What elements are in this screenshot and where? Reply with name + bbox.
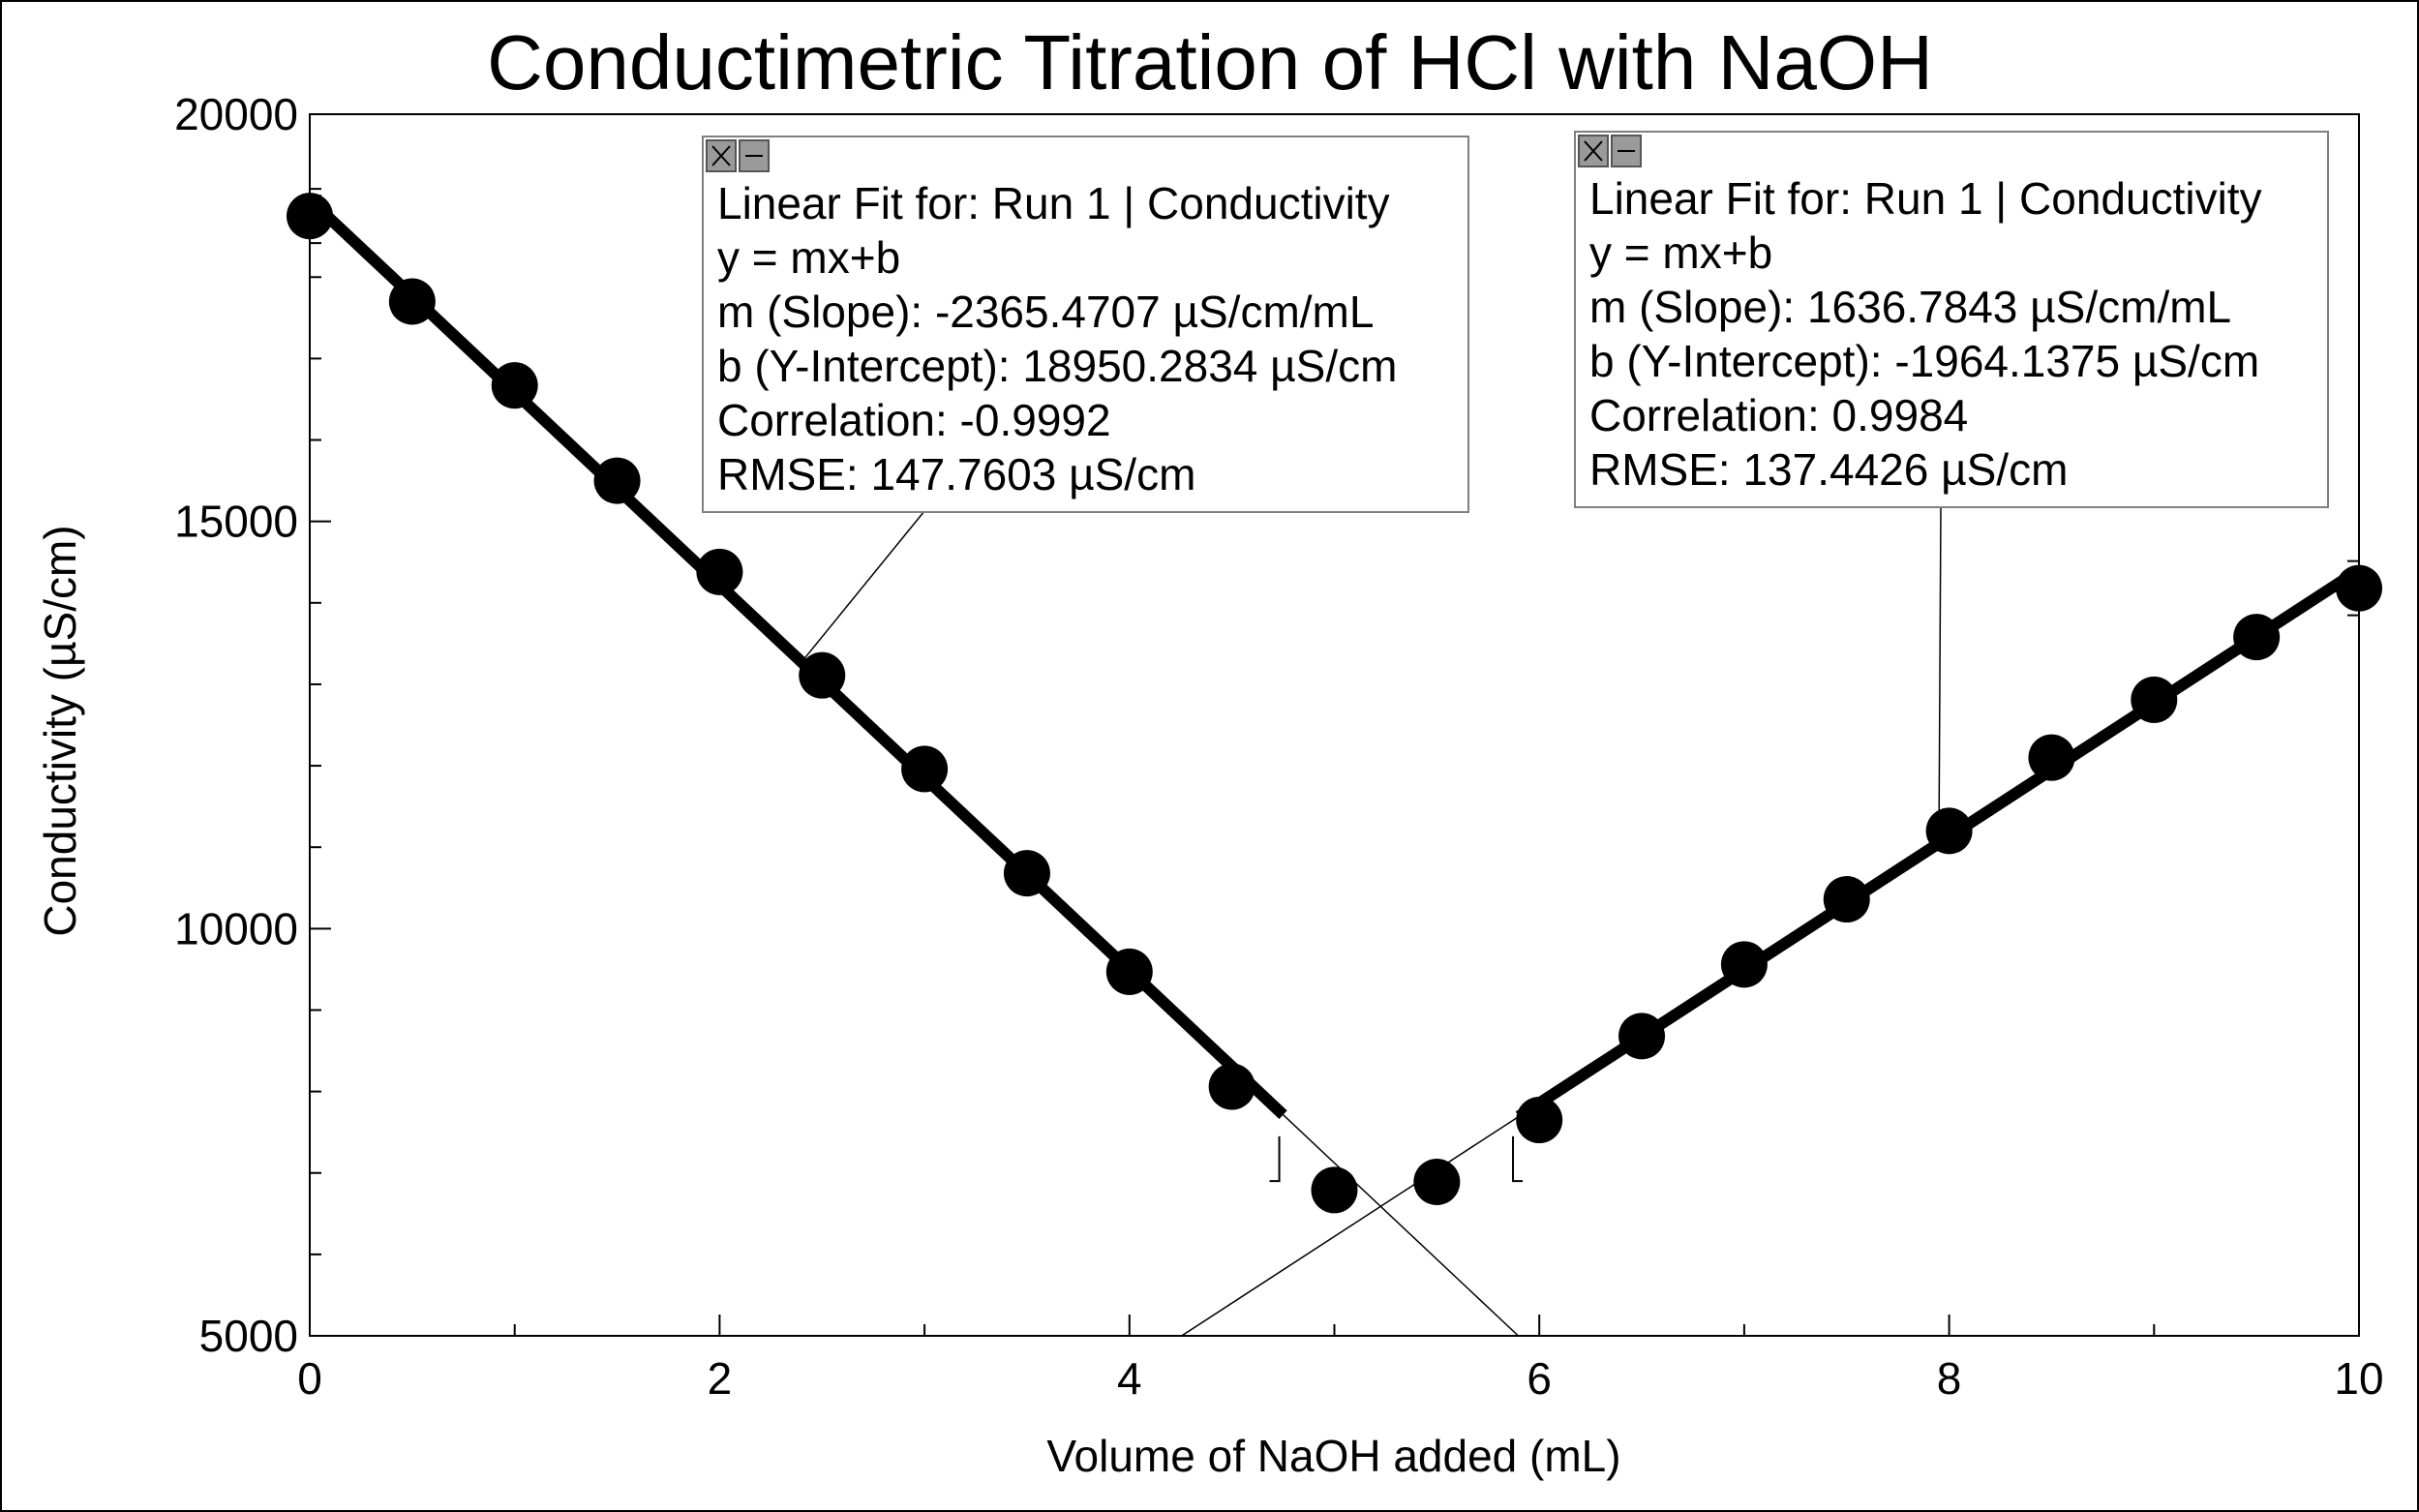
x-tick-label: 2 <box>708 1353 733 1404</box>
fit-intercept: b (Y-Intercept): -1964.1375 µS/cm <box>1589 336 2260 386</box>
error-bar <box>309 188 321 245</box>
fit-connector-2 <box>1938 505 1942 844</box>
fit-range-bracket-start <box>1512 1135 1524 1183</box>
data-point <box>2028 734 2075 781</box>
data-point <box>799 651 846 699</box>
data-point <box>1003 850 1050 897</box>
data-point <box>1925 807 1973 855</box>
data-point <box>696 548 743 595</box>
close-icon[interactable] <box>706 139 737 172</box>
chart-title: Conductimetric Titration of HCl with NaO… <box>487 19 1933 106</box>
minimize-icon[interactable] <box>739 139 770 172</box>
minimize-icon[interactable] <box>1611 135 1642 167</box>
data-point <box>1516 1097 1563 1144</box>
y-tick-label: 10000 <box>174 903 298 953</box>
y-tick-label: 15000 <box>174 497 298 547</box>
x-axis-label: Volume of NaOH added (mL) <box>1046 1431 1620 1481</box>
axis-ticks: 0 2 4 6 8 10 5000 10000 15000 20000 <box>174 89 2384 1404</box>
fit-connector-1 <box>801 510 925 663</box>
x-tick-label: 10 <box>2334 1353 2383 1404</box>
fit-slope: m (Slope): -2365.4707 µS/cm/mL <box>717 287 1375 337</box>
fit-rmse: RMSE: 137.4426 µS/cm <box>1589 444 2069 495</box>
data-point <box>1720 941 1768 988</box>
data-point <box>1413 1158 1461 1205</box>
y-tick-label: 5000 <box>199 1311 298 1361</box>
data-point <box>1823 876 1870 923</box>
fit-range-bracket-end <box>1269 1135 1281 1183</box>
fit-rmse: RMSE: 147.7603 µS/cm <box>717 449 1196 499</box>
fit-equation: y = mx+b <box>717 232 901 283</box>
fit-intercept: b (Y-Intercept): 18950.2834 µS/cm <box>717 341 1398 391</box>
fit-box-toolbar <box>706 139 771 172</box>
data-point <box>2131 676 2178 723</box>
data-point <box>388 278 436 325</box>
y-axis-label: Conductivity (µS/cm) <box>35 525 85 936</box>
fit-connectors <box>801 505 1942 844</box>
x-tick-label: 4 <box>1117 1353 1142 1404</box>
fit-correlation: Correlation: 0.9984 <box>1589 390 1969 440</box>
fit-title: Linear Fit for: Run 1 | Conductivity <box>1589 173 2262 224</box>
data-point <box>593 457 641 504</box>
data-point <box>491 362 538 409</box>
data-point <box>1618 1013 1666 1060</box>
x-tick-label: 8 <box>1937 1353 1962 1404</box>
data-point <box>1208 1063 1255 1110</box>
y-tick-label: 20000 <box>174 89 298 139</box>
close-icon[interactable] <box>1578 135 1609 167</box>
data-point <box>1105 948 1153 995</box>
error-bar <box>2347 559 2360 617</box>
fit-correlation: Correlation: -0.9992 <box>717 395 1111 445</box>
data-points <box>287 188 2382 1214</box>
x-tick-label: 0 <box>297 1353 322 1404</box>
fit-title: Linear Fit for: Run 1 | Conductivity <box>717 178 1390 228</box>
fit-slope: m (Slope): 1636.7843 µS/cm/mL <box>1589 282 2232 332</box>
x-tick-label: 6 <box>1527 1353 1552 1404</box>
data-point <box>1311 1166 1358 1214</box>
fit-annotation-box-left[interactable]: Linear Fit for: Run 1 | Conductivity y =… <box>702 136 1469 513</box>
data-point <box>2233 614 2281 661</box>
fit-box-toolbar <box>1578 135 1644 167</box>
fit-annotation-box-right[interactable]: Linear Fit for: Run 1 | Conductivity y =… <box>1574 131 2329 508</box>
data-point <box>901 745 949 793</box>
fit-equation: y = mx+b <box>1589 227 1773 278</box>
